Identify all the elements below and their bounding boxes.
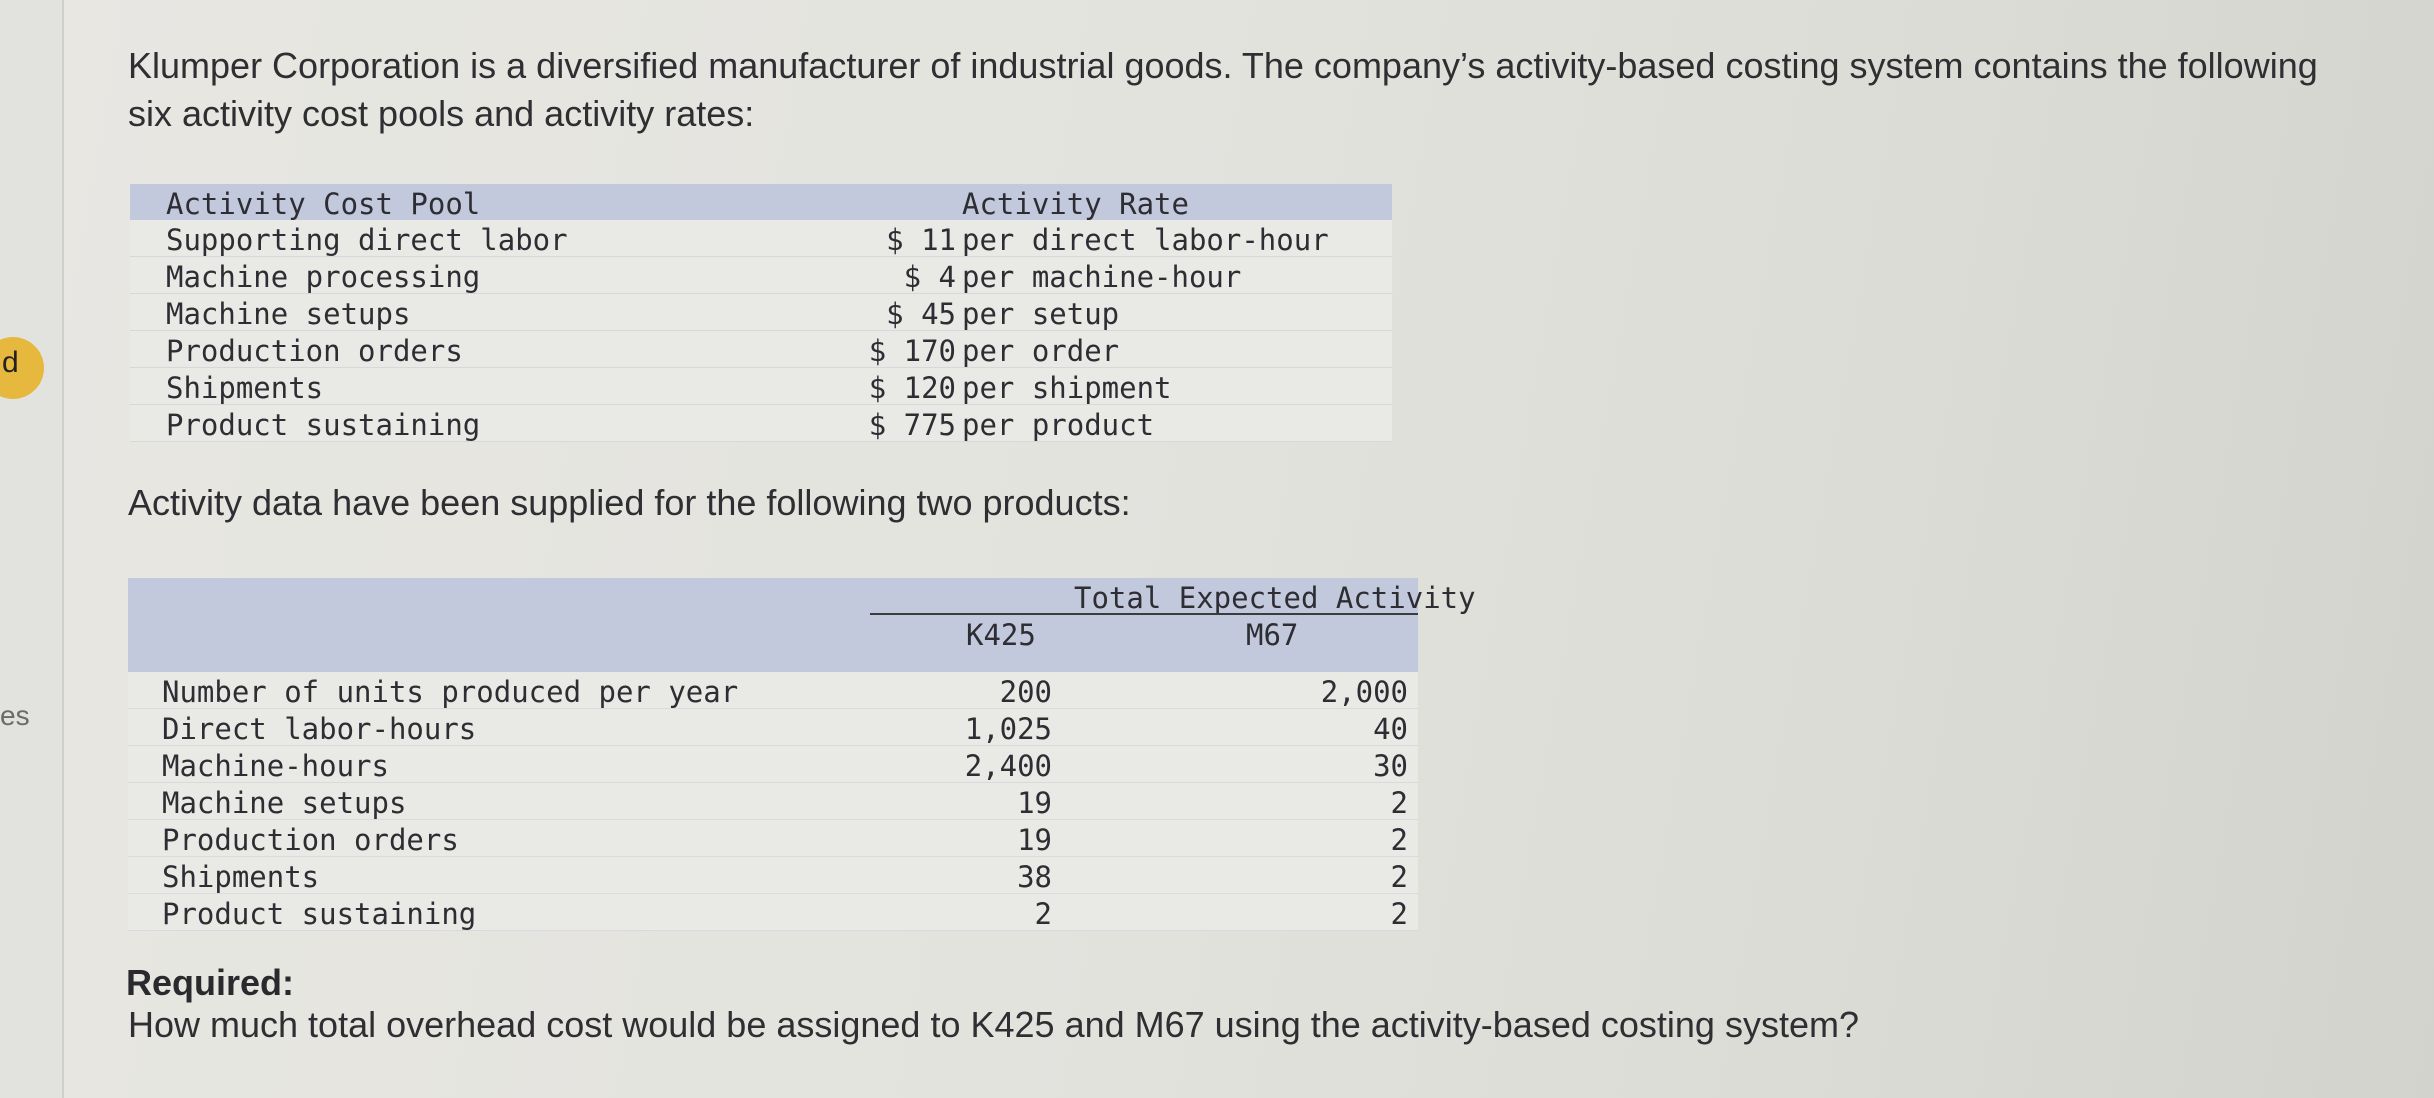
- activity-m67-value: 2: [1390, 860, 1408, 894]
- pool-rate: $ 120: [868, 371, 956, 405]
- activity-k425-value: 19: [1017, 823, 1052, 857]
- table-row: Supporting direct labor $ 11 per direct …: [130, 220, 1392, 257]
- header-activity-rate: Activity Rate: [962, 187, 1189, 221]
- pool-rate-unit: per shipment: [962, 371, 1172, 405]
- activity-m67-value: 2: [1390, 786, 1408, 820]
- sidebar-fragment-text: es: [0, 700, 30, 731]
- table-row: Direct labor-hours 1,025 40: [128, 709, 1418, 746]
- rates-table-header: Activity Cost Pool Activity Rate: [130, 184, 1392, 221]
- activity-label: Product sustaining: [162, 897, 477, 931]
- pool-rate: $ 170: [868, 334, 956, 368]
- activity-data-table: Total Expected Activity K425 M67 Number …: [128, 578, 1476, 931]
- pool-name: Product sustaining: [166, 408, 481, 442]
- activity-label: Machine setups: [162, 786, 407, 820]
- table-row: Machine processing $ 4 per machine-hour: [130, 257, 1392, 294]
- intro-paragraph: Klumper Corporation is a diversified man…: [128, 45, 2318, 134]
- pool-rate-unit: per setup: [962, 297, 1120, 331]
- activity-m67-value: 40: [1373, 712, 1408, 746]
- activity-k425-value: 19: [1017, 786, 1052, 820]
- pool-name: Shipments: [166, 371, 324, 405]
- pool-name: Machine processing: [166, 260, 481, 294]
- pool-rate-unit: per machine-hour: [962, 260, 1242, 294]
- table-row: Product sustaining $ 775 per product: [130, 405, 1392, 442]
- activity-m67-value: 2: [1390, 823, 1408, 857]
- pool-name: Machine setups: [166, 297, 411, 331]
- activity-k425-value: 38: [1017, 860, 1052, 894]
- pool-name: Supporting direct labor: [166, 223, 568, 257]
- header-m67: M67: [1246, 618, 1299, 652]
- pool-rate-unit: per order: [962, 334, 1120, 368]
- header-total-expected-activity: Total Expected Activity: [1074, 581, 1476, 615]
- header-activity-cost-pool: Activity Cost Pool: [166, 187, 481, 221]
- activity-rates-table: Activity Cost Pool Activity Rate Support…: [130, 184, 1392, 442]
- activity-label: Number of units produced per year: [162, 675, 739, 709]
- activity-label: Machine-hours: [162, 749, 389, 783]
- activity-m67-value: 2,000: [1320, 675, 1408, 709]
- pool-rate: $ 45: [886, 297, 956, 331]
- table-row: Shipments 38 2: [128, 857, 1418, 894]
- table-row: Machine setups 19 2: [128, 783, 1418, 820]
- pool-rate-unit: per direct labor-hour: [962, 223, 1329, 257]
- table-row: Production orders 19 2: [128, 820, 1418, 857]
- activity-k425-value: 2: [1034, 897, 1052, 931]
- pool-rate: $ 4: [903, 260, 956, 294]
- table-row: Production orders $ 170 per order: [130, 331, 1392, 368]
- pool-rate-unit: per product: [962, 408, 1155, 442]
- table-row: Machine setups $ 45 per setup: [130, 294, 1392, 331]
- activity-label: Production orders: [162, 823, 459, 857]
- question-text: How much total overhead cost would be as…: [128, 1004, 1859, 1045]
- pool-rate: $ 775: [868, 408, 956, 442]
- table-row: Shipments $ 120 per shipment: [130, 368, 1392, 405]
- header-k425: K425: [966, 618, 1036, 652]
- activity-m67-value: 30: [1373, 749, 1408, 783]
- sidebar-badge-text: d: [2, 346, 19, 379]
- activity-table-header: Total Expected Activity K425 M67: [128, 578, 1476, 654]
- activity-label: Shipments: [162, 860, 320, 894]
- activity-data-intro: Activity data have been supplied for the…: [128, 482, 1131, 523]
- activity-k425-value: 200: [999, 675, 1052, 709]
- table-row: Machine-hours 2,400 30: [128, 746, 1418, 783]
- pool-rate: $ 11: [886, 223, 956, 257]
- activity-k425-value: 1,025: [964, 712, 1052, 746]
- table-row: Number of units produced per year 200 2,…: [128, 672, 1418, 709]
- pool-name: Production orders: [166, 334, 463, 368]
- activity-label: Direct labor-hours: [162, 712, 477, 746]
- header-spacer: [128, 654, 1418, 672]
- activity-m67-value: 2: [1390, 897, 1408, 931]
- table-row: Product sustaining 2 2: [128, 894, 1418, 931]
- activity-k425-value: 2,400: [964, 749, 1052, 783]
- required-label: Required:: [126, 962, 295, 1003]
- header-underline: [870, 613, 1418, 615]
- left-sidebar: [0, 0, 64, 1098]
